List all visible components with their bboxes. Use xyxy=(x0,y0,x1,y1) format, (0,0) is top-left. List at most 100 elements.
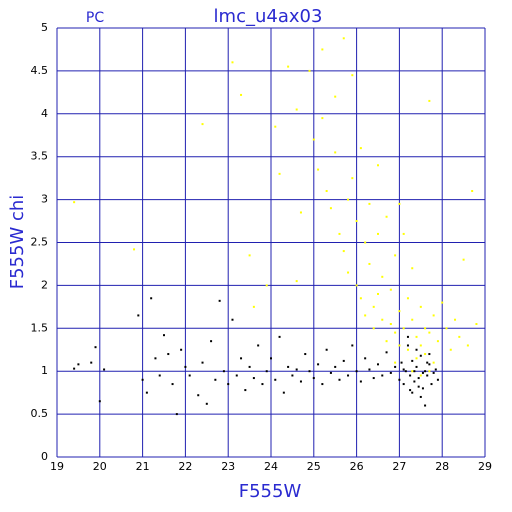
point xyxy=(364,357,367,360)
y-tick-label: 4 xyxy=(41,107,48,120)
point xyxy=(334,151,337,154)
x-tick-label: 24 xyxy=(264,460,278,473)
point xyxy=(428,331,431,334)
x-tick-label: 25 xyxy=(307,460,321,473)
point xyxy=(432,371,435,374)
y-tick-label: 0.5 xyxy=(31,407,49,420)
point xyxy=(389,371,392,374)
point xyxy=(261,383,264,386)
point xyxy=(137,314,140,317)
point xyxy=(432,361,435,364)
point xyxy=(424,327,427,330)
point xyxy=(402,327,405,330)
point xyxy=(240,93,243,96)
point xyxy=(400,361,403,364)
point xyxy=(436,378,439,381)
point xyxy=(252,305,255,308)
point xyxy=(205,402,208,405)
x-tick-label: 20 xyxy=(93,460,107,473)
point xyxy=(415,348,418,351)
y-tick-label: 1.5 xyxy=(31,321,49,334)
point xyxy=(394,361,397,364)
point xyxy=(409,374,412,377)
point xyxy=(409,389,412,392)
point xyxy=(368,368,371,371)
point xyxy=(434,368,437,371)
point xyxy=(342,359,345,362)
point xyxy=(317,363,320,366)
x-axis-label: F555W xyxy=(239,481,302,502)
point xyxy=(402,232,405,235)
point xyxy=(171,383,174,386)
point xyxy=(355,220,358,223)
point xyxy=(214,378,217,381)
point xyxy=(381,374,384,377)
point xyxy=(347,374,350,377)
point xyxy=(428,99,431,102)
point xyxy=(406,297,409,300)
point xyxy=(222,370,225,373)
point xyxy=(424,370,427,373)
x-tick-label: 23 xyxy=(221,460,235,473)
point xyxy=(248,254,251,257)
point xyxy=(351,177,354,180)
point xyxy=(377,232,379,235)
point xyxy=(145,391,148,394)
point xyxy=(419,374,422,377)
point xyxy=(426,374,429,377)
point xyxy=(381,318,384,321)
point xyxy=(295,368,298,371)
y-tick-label: 2.5 xyxy=(31,236,49,249)
point xyxy=(402,383,405,386)
x-tick-label: 21 xyxy=(136,460,150,473)
point xyxy=(428,370,431,373)
point xyxy=(351,74,354,77)
x-tick-label: 27 xyxy=(392,460,406,473)
point xyxy=(377,164,379,167)
point xyxy=(428,353,431,356)
point xyxy=(308,69,311,72)
point xyxy=(278,335,281,338)
point xyxy=(462,258,465,261)
point xyxy=(411,318,414,321)
point xyxy=(372,327,375,330)
point xyxy=(265,284,268,287)
point xyxy=(406,348,409,351)
point xyxy=(287,65,290,68)
point xyxy=(359,147,362,150)
point xyxy=(270,357,272,360)
point xyxy=(398,202,401,205)
point xyxy=(329,207,332,210)
point xyxy=(321,383,324,386)
point xyxy=(419,354,422,357)
point xyxy=(73,367,76,370)
point xyxy=(421,371,424,374)
point xyxy=(141,378,144,381)
point xyxy=(98,400,101,403)
point xyxy=(377,292,379,295)
point xyxy=(265,370,268,373)
point xyxy=(413,380,416,383)
point xyxy=(321,48,324,51)
point xyxy=(471,190,474,193)
point xyxy=(368,202,371,205)
point xyxy=(428,363,431,366)
point xyxy=(411,267,414,270)
point xyxy=(291,374,294,377)
x-tick-label: 22 xyxy=(178,460,192,473)
point xyxy=(394,331,397,334)
point xyxy=(244,389,247,392)
point xyxy=(415,365,418,368)
point xyxy=(210,340,213,343)
y-axis-label: F555W chi xyxy=(7,195,28,290)
point xyxy=(419,305,422,308)
point xyxy=(404,370,407,373)
y-tick-label: 4.5 xyxy=(31,64,49,77)
point xyxy=(364,314,367,317)
point xyxy=(299,211,302,214)
point xyxy=(201,361,204,364)
point xyxy=(430,383,433,386)
point xyxy=(413,370,416,373)
point xyxy=(278,172,281,175)
